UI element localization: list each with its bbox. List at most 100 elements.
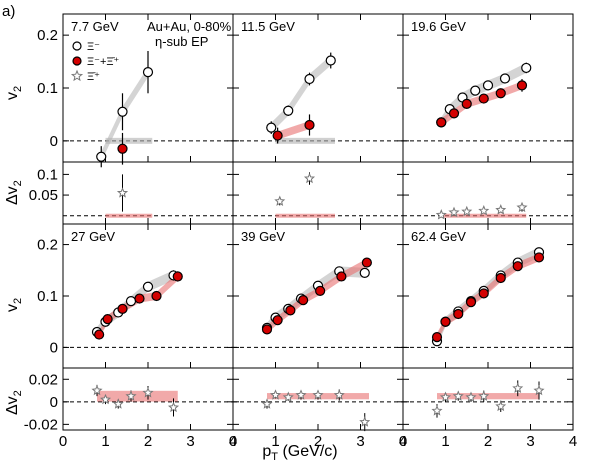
y-axis-title-row2-bottom: Δv2: [4, 390, 24, 415]
antiparticle-point: [117, 143, 128, 154]
antiparticle-point: [151, 290, 162, 302]
diff-point: [142, 386, 154, 398]
antiparticle-point: [478, 288, 489, 299]
antiparticle-point: [495, 272, 506, 284]
antiparticle-point: [261, 324, 273, 335]
diff-point: [91, 384, 103, 396]
x-tick-label: 3: [186, 433, 194, 450]
d-tick-label: -0.02: [24, 416, 58, 433]
antiparticle-point: [436, 117, 447, 128]
diff-point: [452, 390, 464, 401]
diff-point: [435, 209, 447, 220]
diff-band: [275, 213, 335, 218]
energy-label: 62.4 GeV: [411, 229, 466, 244]
y-axis-title-row2-top: v2: [4, 298, 24, 312]
particle-point: [142, 281, 154, 292]
antiparticle-point: [94, 329, 105, 340]
antiparticle-point: [336, 271, 347, 282]
legend-marker-open: [72, 41, 82, 51]
diff-point: [269, 389, 282, 400]
legend-entry-3: Ξ̄⁺: [87, 71, 100, 83]
svg-text:v2: v2: [4, 298, 24, 312]
diff-point: [99, 393, 112, 405]
x-tick-label: 3: [526, 433, 534, 450]
zero-band: [105, 137, 153, 144]
diff-point: [439, 391, 452, 402]
antiparticle-point: [453, 308, 464, 320]
antiparticle-point: [478, 93, 489, 104]
antiparticle-point: [315, 285, 326, 296]
x-tick-label: 4: [399, 433, 407, 450]
antiparticle-point: [495, 88, 506, 99]
particle-point: [117, 106, 128, 117]
particle-point: [142, 67, 154, 78]
diff-point: [261, 398, 273, 409]
x-tick-label: 0: [59, 433, 67, 450]
diff-point: [303, 172, 316, 184]
diff-point: [495, 204, 507, 215]
panel-1: 0 0.1 0.2 0.05 0.1 7.7 GeV Au+Au, 0-80%η-sub E…: [29, 13, 234, 225]
diff-point: [512, 382, 524, 393]
diff-band: [441, 213, 527, 218]
particle-point: [96, 151, 107, 162]
x-tick-label: 1: [271, 433, 279, 450]
svg-text:v2: v2: [4, 86, 24, 100]
antiparticle-point: [285, 305, 296, 316]
x-axis-title: pT (GeV/c): [262, 443, 337, 463]
y-axis-title-row1-bottom: Δv2: [4, 180, 24, 205]
x-tick-label: 2: [314, 433, 322, 450]
diff-point: [125, 390, 137, 401]
particle-point: [266, 122, 277, 133]
legend-marker-star: [70, 69, 84, 82]
x-tick-label: 2: [484, 433, 492, 450]
antiparticle-point: [272, 315, 283, 326]
particle-point: [521, 62, 532, 74]
antiparticle-point: [361, 257, 372, 268]
energy-label: 11.5 GeV: [241, 19, 295, 34]
band-antiparticle: [277, 121, 310, 140]
antiparticle-point: [117, 303, 128, 314]
diff-point: [465, 391, 477, 402]
diff-point: [448, 206, 460, 218]
antiparticle-point: [102, 314, 113, 325]
y-tick-label: 0: [50, 133, 58, 150]
antiparticle-point: [298, 295, 309, 306]
diff-point: [312, 389, 324, 400]
panel-5: 0 1 2 3 4 39 GeV: [229, 223, 407, 450]
x-tick-label: 1: [441, 433, 449, 450]
x-tick-label: 0: [399, 433, 407, 450]
diff-band: [437, 393, 539, 400]
svg-text:Δv2: Δv2: [4, 390, 24, 415]
y-tick-label: 0.1: [37, 80, 58, 97]
diff-point: [116, 187, 129, 198]
panels: 0 0.1 0.2 0.05 0.1 7.7 GeV Au+Au, 0-80%η-sub E…: [24, 13, 577, 450]
antiparticle-point: [304, 119, 315, 131]
panel-2: 11.5 GeV: [232, 13, 404, 225]
antiparticle-point: [172, 271, 183, 282]
antiparticle-point: [512, 261, 523, 272]
diff-point: [333, 389, 345, 400]
d-tick-label: 0.1: [37, 166, 58, 183]
energy-label: 7.7 GeV: [71, 19, 119, 34]
diff-point: [431, 404, 443, 416]
energy-label: 39 GeV: [241, 229, 285, 244]
band-particle: [271, 55, 331, 133]
particle-point: [482, 80, 494, 91]
antiparticle-point: [465, 297, 477, 308]
panel-3: 19.6 GeV: [402, 13, 574, 225]
y-tick-label: 0.2: [37, 27, 58, 44]
particle-point: [125, 296, 137, 307]
energy-label: 27 GeV: [71, 229, 115, 244]
band-particle: [437, 247, 539, 347]
diff-point: [112, 398, 124, 409]
svg-text:Δv2: Δv2: [4, 180, 24, 205]
antiparticle-point: [533, 252, 545, 263]
antiparticle-point: [448, 108, 460, 119]
y-tick-label: 0: [50, 339, 58, 356]
diff-band: [105, 213, 153, 218]
band-particle: [101, 67, 148, 162]
diff-point: [533, 384, 545, 396]
x-tick-label: 2: [144, 433, 152, 450]
band-antiparticle: [437, 253, 539, 342]
